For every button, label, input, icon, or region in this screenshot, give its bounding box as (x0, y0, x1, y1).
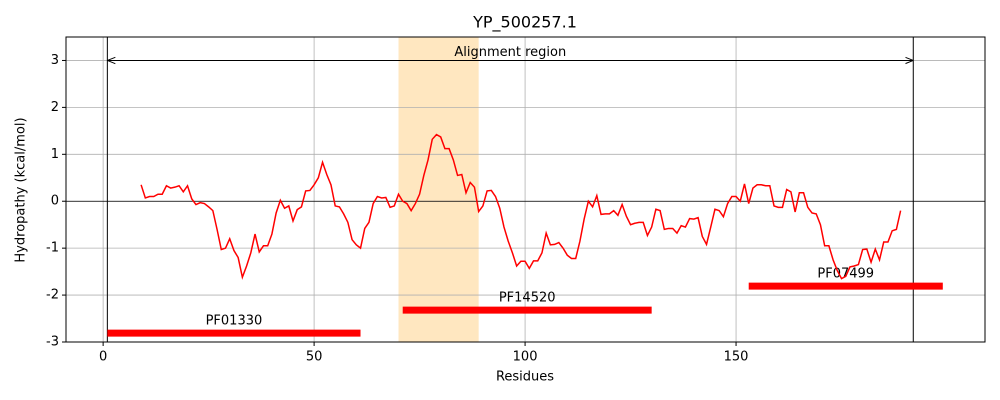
x-axis-label: Residues (496, 370, 554, 385)
domain-label: PF01330 (206, 314, 263, 329)
y-tick-label: -3 (46, 335, 59, 350)
y-tick-label: -1 (46, 241, 59, 256)
y-axis-label: Hydropathy (kcal/mol) (14, 117, 29, 262)
y-tick-label: -2 (46, 288, 59, 303)
y-tick-label: 3 (51, 53, 59, 68)
x-tick-label: 50 (306, 350, 323, 365)
x-tick-label: 100 (513, 350, 538, 365)
plot-frame (65, 36, 986, 343)
x-tick-label: 150 (724, 350, 749, 365)
y-tick-label: 2 (51, 100, 59, 115)
y-tick-label: 1 (51, 147, 59, 162)
x-tick-label: 0 (99, 350, 107, 365)
domain-label: PF07499 (817, 267, 874, 282)
chart-title: YP_500257.1 (472, 13, 577, 33)
hydropathy-line (140, 133, 902, 280)
alignment-label: Alignment region (454, 45, 566, 60)
y-tick-label: 0 (51, 194, 59, 209)
domain-label: PF14520 (499, 291, 556, 306)
